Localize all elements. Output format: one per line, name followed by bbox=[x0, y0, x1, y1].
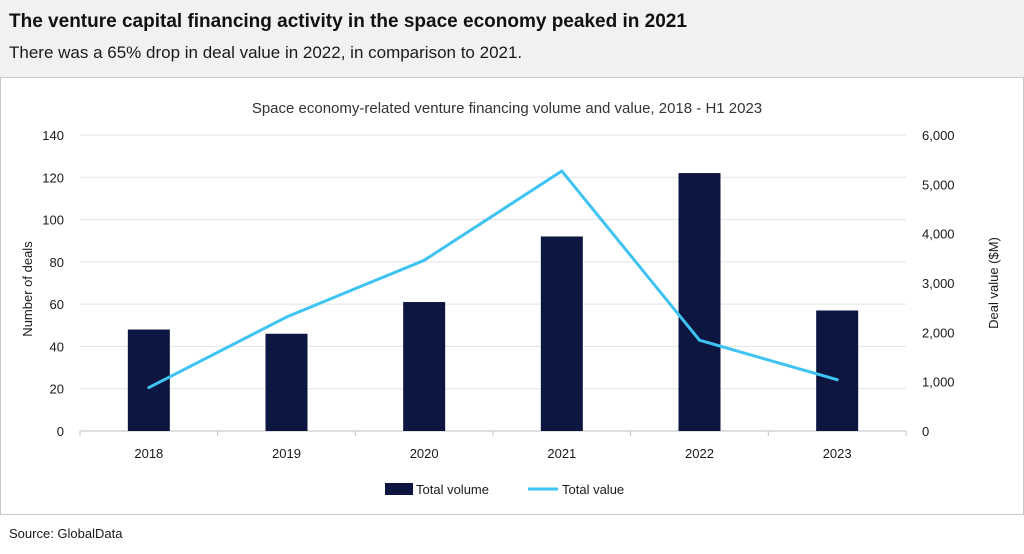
legend-label-value: Total value bbox=[562, 482, 624, 497]
y2-tick-label: 5,000 bbox=[922, 177, 955, 192]
page-title: The venture capital financing activity i… bbox=[9, 11, 687, 32]
left-axis-ticks: 0 20 40 60 80 100 120 140 bbox=[42, 128, 64, 439]
x-tick-label: 2022 bbox=[685, 446, 714, 461]
line-series bbox=[147, 169, 839, 390]
page-subtitle: There was a 65% drop in deal value in 20… bbox=[9, 43, 523, 62]
right-axis-ticks: 0 1,000 2,000 3,000 4,000 5,000 6,000 bbox=[922, 128, 955, 439]
y-tick-label: 80 bbox=[50, 255, 64, 270]
y-tick-label: 120 bbox=[42, 170, 64, 185]
legend: Total volume Total value bbox=[385, 482, 624, 497]
y2-tick-label: 3,000 bbox=[922, 276, 955, 291]
x-axis-ticks: 2018 2019 2020 2021 2022 2023 bbox=[79, 431, 907, 461]
x-tick-label: 2020 bbox=[410, 446, 439, 461]
line-point-2021 bbox=[560, 169, 564, 173]
y-axis-label: Number of deals bbox=[20, 241, 35, 337]
x-tick-label: 2018 bbox=[134, 446, 163, 461]
line-point-2018 bbox=[147, 386, 151, 390]
source-note: Source: GlobalData bbox=[9, 526, 123, 541]
y-tick-label: 140 bbox=[42, 128, 64, 143]
bar-2021 bbox=[540, 236, 583, 431]
bar-2023 bbox=[816, 310, 859, 431]
bar-2019 bbox=[265, 333, 308, 431]
y-tick-label: 40 bbox=[50, 339, 64, 354]
total-value-line bbox=[148, 169, 838, 389]
chart-title: Space economy-related venture financing … bbox=[252, 100, 762, 117]
legend-label-volume: Total volume bbox=[416, 482, 489, 497]
line-point-2019 bbox=[285, 315, 288, 319]
bar-series bbox=[127, 173, 859, 432]
y-tick-label: 60 bbox=[50, 297, 64, 312]
line-point-2023 bbox=[835, 378, 839, 382]
legend-swatch-volume bbox=[385, 483, 413, 495]
y-tick-label: 20 bbox=[50, 382, 64, 397]
line-point-2022 bbox=[698, 338, 701, 342]
line-point-2020 bbox=[422, 258, 426, 262]
bar-2020 bbox=[403, 302, 446, 431]
y2-tick-label: 6,000 bbox=[922, 128, 955, 143]
y2-tick-label: 1,000 bbox=[922, 375, 955, 390]
y2-tick-label: 4,000 bbox=[922, 227, 955, 242]
gridlines bbox=[80, 134, 906, 432]
x-tick-label: 2023 bbox=[823, 446, 852, 461]
y2-axis-label: Deal value ($M) bbox=[986, 237, 1001, 329]
combo-chart: Space economy-related venture financing … bbox=[20, 100, 1001, 497]
x-tick-label: 2021 bbox=[547, 446, 576, 461]
y-tick-label: 0 bbox=[57, 424, 64, 439]
bar-2022 bbox=[678, 173, 721, 432]
x-tick-label: 2019 bbox=[272, 446, 301, 461]
header: The venture capital financing activity i… bbox=[0, 0, 1024, 78]
y2-tick-label: 0 bbox=[922, 424, 929, 439]
y2-tick-label: 2,000 bbox=[922, 325, 955, 340]
y-tick-label: 100 bbox=[42, 213, 64, 228]
footer: Source: GlobalData bbox=[0, 514, 1024, 554]
